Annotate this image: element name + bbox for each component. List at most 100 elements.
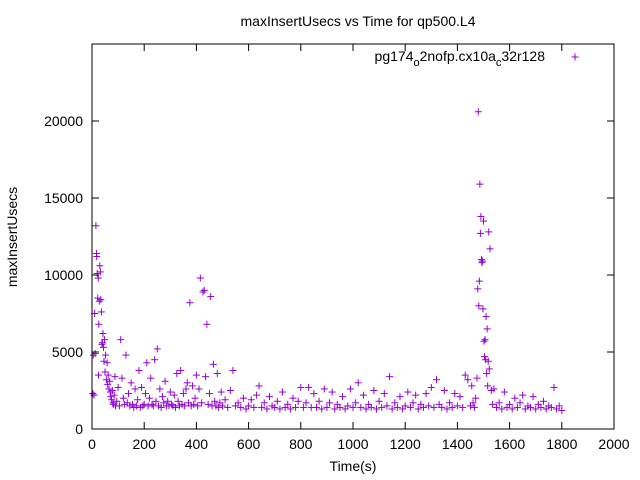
data-point [111,373,119,381]
data-point [217,388,225,396]
data-point [388,405,396,413]
data-point [140,400,148,408]
data-point [95,297,103,305]
data-point [106,377,114,385]
data-point [157,403,165,411]
data-point [380,390,388,398]
data-point [164,397,172,405]
data-point [265,393,273,401]
data-point [312,403,320,411]
data-point [89,351,97,359]
data-point [513,403,521,411]
data-point [456,393,464,401]
data-point [294,397,302,405]
data-point [305,383,313,391]
data-point [213,370,221,378]
data-point [478,257,486,265]
x-tick-label: 800 [289,436,313,452]
data-point [469,399,477,407]
data-point [550,383,558,391]
data-point [412,391,420,399]
data-point [318,405,326,413]
data-point [344,402,352,410]
x-tick-label: 1600 [494,436,525,452]
data-point [94,274,102,282]
data-point [114,383,122,391]
y-tick-label: 0 [75,421,83,437]
data-point [555,402,563,410]
data-point [336,403,344,411]
x-tick-label: 1400 [442,436,473,452]
data-point [89,390,97,398]
data-point [547,403,555,411]
data-point [100,357,108,365]
data-point [299,403,307,411]
data-point [97,296,105,304]
data-point [540,397,548,405]
data-point [475,277,483,285]
data-point [96,268,104,276]
data-point [119,394,127,402]
data-point [209,360,217,368]
data-point [475,302,483,310]
data-point [482,313,490,321]
data-point [273,397,281,405]
data-point [493,403,501,411]
data-point [396,393,404,401]
data-point [478,259,486,267]
data-point [349,403,357,411]
data-point [202,373,210,381]
data-point [473,374,481,382]
data-point [414,405,422,413]
data-point [474,285,482,293]
data-point [105,385,113,393]
data-point [122,351,130,359]
data-point [483,325,491,333]
data-point [199,288,207,296]
data-point [190,400,198,408]
data-point [91,350,99,358]
data-point [526,403,534,411]
data-point [529,393,537,401]
data-point [103,359,111,367]
data-point [95,371,103,379]
data-point [99,343,107,351]
data-point [104,371,112,379]
data-point [255,382,263,390]
data-point [404,388,412,396]
data-point [95,320,103,328]
data-point [198,399,206,407]
data-point [179,390,187,398]
data-point [297,383,305,391]
data-point [143,359,151,367]
data-point [215,403,223,411]
data-point [489,400,497,408]
data-point [485,228,493,236]
data-point [558,407,566,415]
data-point [186,299,194,307]
data-point [127,379,135,387]
data-point [486,245,494,253]
data-point [110,391,118,399]
data-point [107,393,115,401]
data-point [181,402,189,410]
data-point [302,399,310,407]
y-axis-label: maxInsertUsecs [4,187,20,287]
data-point [443,405,451,413]
data-point [370,387,378,394]
data-point [537,403,545,411]
plot-frame [91,43,615,430]
data-point [174,397,182,405]
data-point [323,403,331,411]
data-point [511,394,519,402]
data-point [339,393,347,401]
data-point [93,253,101,261]
data-point [92,222,100,230]
x-tick-label: 200 [133,436,157,452]
data-point [147,374,155,382]
data-point [188,382,196,390]
data-point [196,274,204,282]
data-point [183,379,191,387]
data-point [195,385,203,393]
